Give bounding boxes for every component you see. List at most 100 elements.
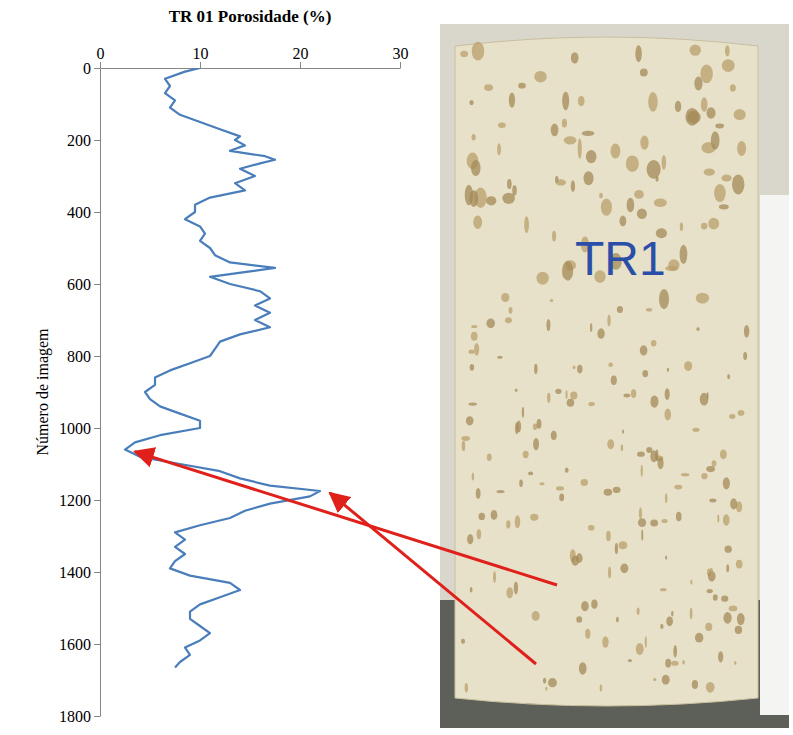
pore xyxy=(690,45,701,56)
pore xyxy=(576,616,582,623)
pore xyxy=(501,293,509,302)
pore xyxy=(522,407,524,418)
pore xyxy=(706,682,715,693)
pore xyxy=(722,59,735,72)
y-tick: 1600 xyxy=(59,636,100,653)
pore xyxy=(551,431,557,440)
pore xyxy=(641,465,643,477)
pore xyxy=(674,485,682,490)
pore xyxy=(461,436,470,441)
pore xyxy=(736,560,743,569)
pore xyxy=(696,293,709,304)
pore xyxy=(493,571,496,583)
pore xyxy=(719,204,729,209)
y-tick: 1800 xyxy=(59,708,100,725)
y-tick-mark xyxy=(94,644,100,645)
pore xyxy=(604,489,613,496)
pore xyxy=(487,453,492,461)
pore xyxy=(519,480,523,488)
pore xyxy=(570,391,577,399)
pore xyxy=(650,396,658,408)
pore xyxy=(619,541,628,549)
pore xyxy=(534,71,546,83)
pore xyxy=(546,319,550,331)
plot-area xyxy=(125,68,320,667)
pore xyxy=(551,124,559,137)
pore xyxy=(567,399,575,407)
y-tick-mark xyxy=(94,212,100,213)
y-tick: 0 xyxy=(83,60,100,77)
pore xyxy=(714,184,726,202)
pore xyxy=(665,266,678,271)
pore xyxy=(469,100,473,105)
pore xyxy=(577,365,582,374)
y-tick: 200 xyxy=(67,132,100,149)
y-tick-label: 1000 xyxy=(59,420,91,437)
y-tick-label: 600 xyxy=(67,276,91,293)
pore xyxy=(676,512,682,521)
pore xyxy=(588,402,595,406)
pore xyxy=(471,325,477,328)
pore xyxy=(537,419,542,429)
pore xyxy=(613,487,621,493)
pore xyxy=(707,589,713,593)
y-axis: 020040060080010001200140016001800 xyxy=(59,60,101,725)
pore xyxy=(486,196,496,205)
x-axis-line xyxy=(101,68,401,69)
pore xyxy=(579,662,587,675)
pore xyxy=(462,441,466,451)
pore xyxy=(597,328,604,338)
y-tick-mark xyxy=(94,356,100,357)
pore xyxy=(700,393,709,406)
pore xyxy=(581,479,588,486)
pore xyxy=(607,439,614,449)
pore xyxy=(536,272,548,285)
pore xyxy=(486,319,495,329)
y-tick: 1200 xyxy=(59,492,100,509)
pore xyxy=(496,490,504,493)
pore xyxy=(673,645,677,658)
pore xyxy=(498,122,506,128)
pore xyxy=(648,92,658,112)
pore xyxy=(737,141,746,156)
pore xyxy=(608,363,613,368)
pore xyxy=(602,636,608,647)
x-tick-label: 20 xyxy=(293,45,309,62)
pore xyxy=(543,678,546,684)
x-axis: 0102030 xyxy=(97,45,409,69)
pore xyxy=(705,623,712,631)
pore xyxy=(637,451,645,456)
pore xyxy=(465,683,468,692)
pore xyxy=(660,624,663,629)
y-tick-label: 1600 xyxy=(59,636,91,653)
pore xyxy=(743,352,747,360)
pore xyxy=(715,124,724,129)
pore xyxy=(518,83,526,89)
pore xyxy=(712,460,717,466)
pore xyxy=(636,643,644,655)
y-tick-label: 400 xyxy=(67,204,91,221)
x-tick-mark xyxy=(200,62,201,68)
pore xyxy=(563,261,574,281)
chart-title: TR 01 Porosidade (%) xyxy=(169,7,332,26)
pore xyxy=(631,389,636,398)
pore xyxy=(484,84,493,91)
pore xyxy=(701,473,707,479)
pore xyxy=(555,389,561,394)
pore xyxy=(571,52,579,63)
y-tick-mark xyxy=(94,572,100,573)
pore xyxy=(695,633,703,643)
pore xyxy=(571,556,579,566)
pore xyxy=(660,588,667,591)
pore xyxy=(620,563,628,573)
pore xyxy=(471,332,478,341)
pore xyxy=(564,136,577,144)
pore xyxy=(506,587,513,598)
pore xyxy=(573,366,576,370)
pore xyxy=(665,659,671,668)
pore xyxy=(600,684,603,691)
pore xyxy=(654,199,667,208)
pore xyxy=(718,651,723,662)
pore xyxy=(729,414,735,419)
pore xyxy=(565,467,569,472)
